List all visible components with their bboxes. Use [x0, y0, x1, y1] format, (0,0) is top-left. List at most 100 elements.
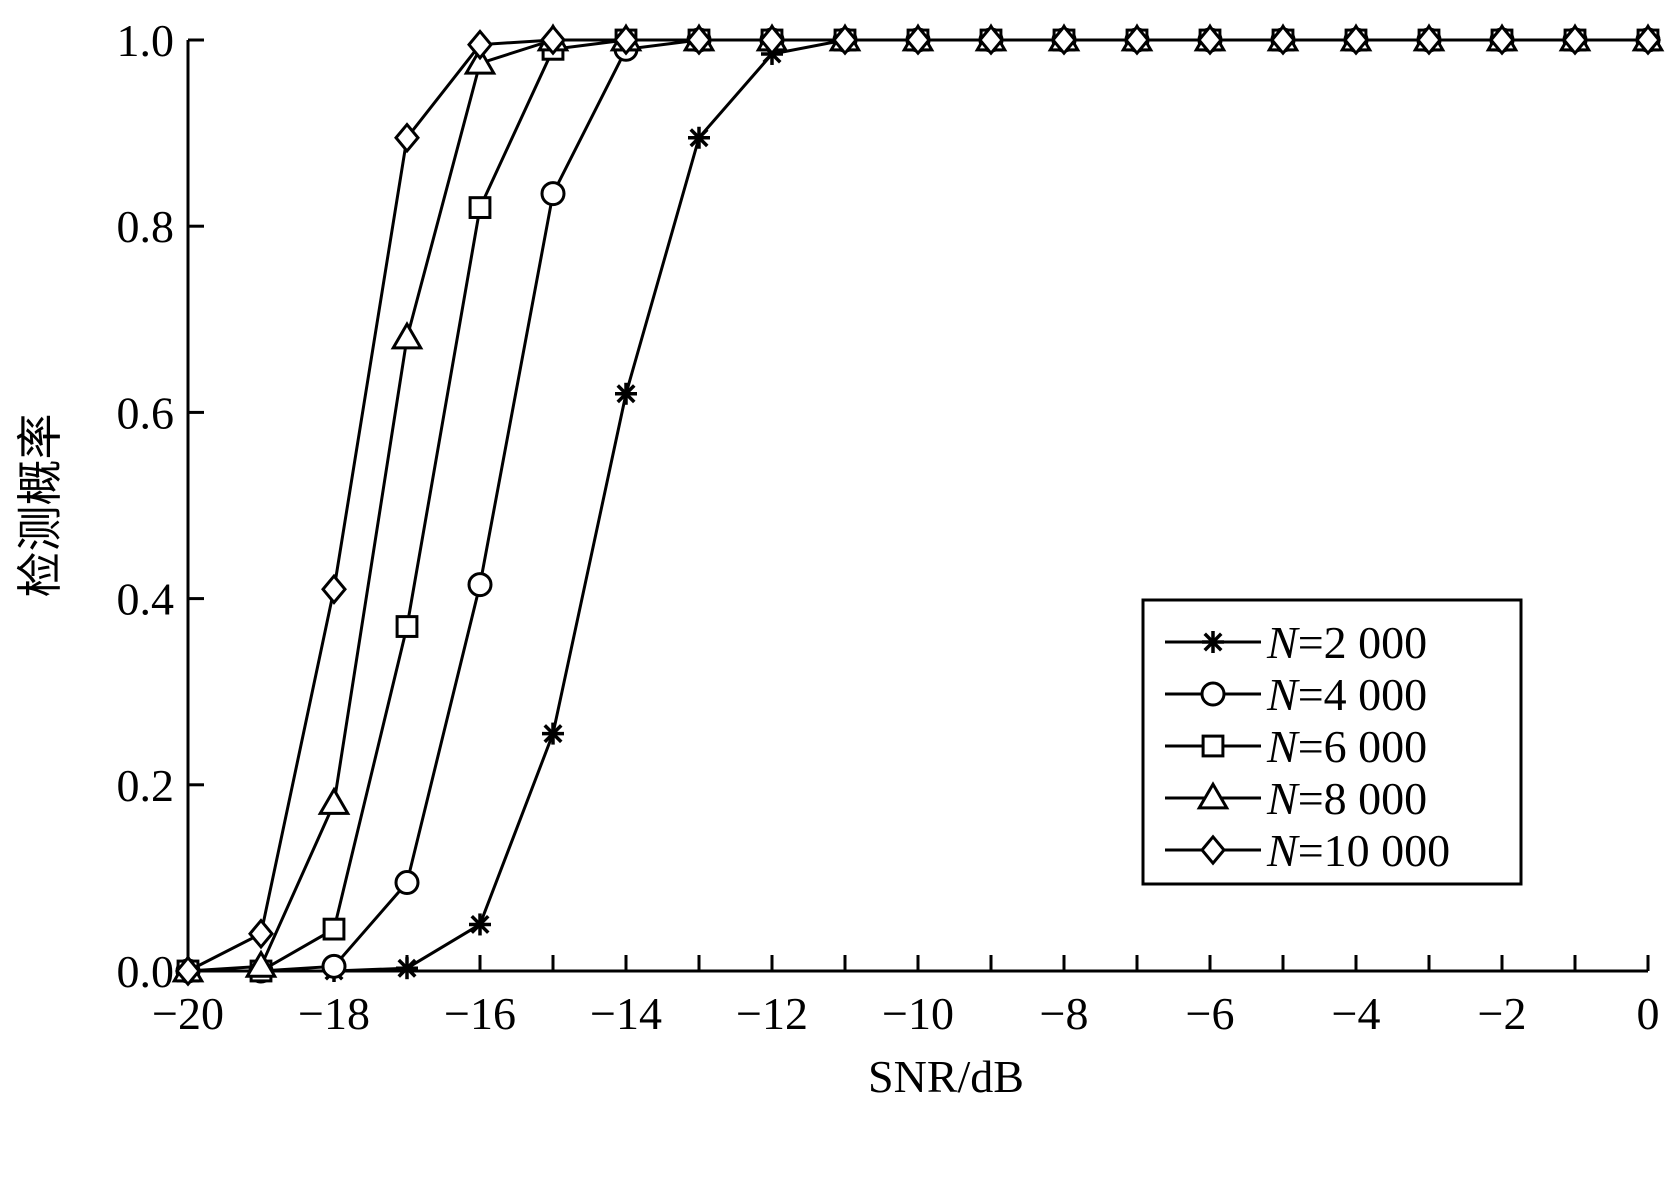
- data-point: [1416, 24, 1442, 56]
- data-point: [1635, 24, 1661, 56]
- marker-square: [468, 196, 492, 219]
- data-point: [905, 24, 931, 56]
- data-point: [1197, 24, 1223, 56]
- x-tick-label: 0: [1637, 988, 1660, 1039]
- marker-star: [615, 382, 637, 405]
- data-point: [467, 29, 493, 61]
- legend-label-value: =2 000: [1298, 617, 1427, 668]
- legend-label-value: =6 000: [1298, 721, 1427, 772]
- data-point: [1124, 24, 1150, 56]
- y-axis-title: 检测概率: [15, 414, 66, 598]
- legend-label-variable: N: [1266, 669, 1300, 720]
- star-stroke: [616, 384, 636, 404]
- legend-label-value: =8 000: [1298, 773, 1427, 824]
- marker-star: [542, 722, 564, 745]
- legend-label: N=8 000: [1266, 773, 1427, 824]
- marker-star: [688, 126, 710, 149]
- data-point: [467, 572, 493, 598]
- marker-circle: [394, 870, 420, 896]
- x-tick-label: −16: [444, 988, 516, 1039]
- x-tick-label: −20: [152, 988, 224, 1039]
- x-tick-label: −8: [1040, 988, 1089, 1039]
- axes: −20 −18 −16 −14 −12 −10 −8 −6 −4 −2 00.00.20.40.60…: [117, 15, 1660, 1039]
- marker-circle: [1200, 681, 1226, 707]
- marker-triangle: [390, 321, 424, 350]
- legend-item: N=2 000: [1165, 617, 1427, 668]
- marker-circle: [467, 572, 493, 598]
- marker-diamond: [1270, 24, 1296, 56]
- data-point: [248, 918, 274, 950]
- legend-item: N=4 000: [1165, 669, 1427, 720]
- data-point: [317, 786, 351, 815]
- data-point: [1489, 24, 1515, 56]
- marker-square: [1201, 734, 1225, 758]
- y-tick-label: 0.0: [117, 946, 175, 997]
- series-diamond: [175, 24, 1661, 987]
- star-stroke: [689, 128, 709, 148]
- data-point: [175, 955, 201, 987]
- marker-diamond: [321, 573, 347, 605]
- marker-diamond: [394, 122, 420, 154]
- data-point: [321, 953, 347, 979]
- marker-triangle: [244, 949, 278, 978]
- data-point: [542, 722, 564, 745]
- marker-diamond: [905, 24, 931, 56]
- data-point: [540, 24, 566, 56]
- marker-star: [469, 913, 491, 936]
- marker-triangle: [463, 46, 497, 75]
- x-tick-label: −14: [590, 988, 662, 1039]
- data-point: [395, 615, 419, 638]
- marker-diamond: [1562, 24, 1588, 56]
- star-stroke: [397, 958, 417, 978]
- marker-square: [395, 615, 419, 638]
- marker-diamond: [540, 24, 566, 56]
- x-tick-label: −6: [1186, 988, 1235, 1039]
- legend-label: N=2 000: [1266, 617, 1427, 668]
- star-stroke: [543, 724, 563, 744]
- legend-label-variable: N: [1266, 825, 1300, 876]
- x-tick-label: −12: [736, 988, 808, 1039]
- marker-diamond: [1124, 24, 1150, 56]
- data-point: [469, 913, 491, 936]
- marker-star: [1202, 631, 1224, 653]
- legend-label-variable: N: [1266, 721, 1300, 772]
- star-stroke: [1203, 632, 1223, 652]
- y-tick-label: 0.4: [117, 574, 175, 625]
- x-tick-label: −2: [1478, 988, 1527, 1039]
- data-point: [686, 24, 712, 56]
- data-point: [759, 24, 785, 56]
- marker-circle: [321, 953, 347, 979]
- marker-diamond: [759, 24, 785, 56]
- data-point: [394, 870, 420, 896]
- marker-diamond: [1197, 24, 1223, 56]
- marker-triangle: [317, 786, 351, 815]
- data-point: [390, 321, 424, 350]
- data-point: [615, 382, 637, 405]
- y-tick-label: 0.8: [117, 201, 175, 252]
- data-point: [1343, 24, 1369, 56]
- data-point: [321, 573, 347, 605]
- data-point: [832, 24, 858, 56]
- data-point: [688, 126, 710, 149]
- data-point: [396, 957, 418, 980]
- data-point: [468, 196, 492, 219]
- x-tick-label: −10: [882, 988, 954, 1039]
- data-point: [244, 949, 278, 978]
- legend-item: N=8 000: [1165, 773, 1427, 824]
- marker-diamond: [1635, 24, 1661, 56]
- marker-diamond: [1416, 24, 1442, 56]
- marker-triangle: [1196, 781, 1230, 810]
- legend-item: N=10 000: [1165, 825, 1450, 876]
- marker-diamond: [686, 24, 712, 56]
- legend-label: N=6 000: [1266, 721, 1427, 772]
- marker-diamond: [1200, 834, 1226, 866]
- marker-circle: [540, 181, 566, 207]
- y-tick-label: 0.2: [117, 760, 175, 811]
- data-point: [463, 46, 497, 75]
- data-point: [1562, 24, 1588, 56]
- legend-label-value: =4 000: [1298, 669, 1427, 720]
- marker-diamond: [978, 24, 1004, 56]
- marker-diamond: [1343, 24, 1369, 56]
- star-stroke: [470, 914, 490, 934]
